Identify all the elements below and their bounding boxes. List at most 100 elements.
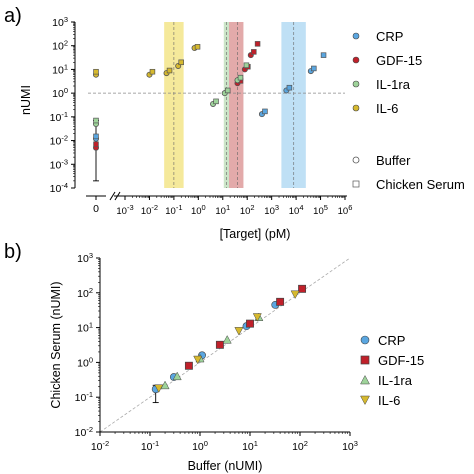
- gdf-15-point: [246, 319, 254, 328]
- panel-b-label: b): [4, 241, 22, 263]
- x-tick-label: 10-2: [91, 439, 109, 453]
- legend-label-il-1ra: IL-1ra: [376, 77, 411, 92]
- y-tick-label: 10-2: [50, 134, 68, 148]
- panel-a-label: a): [4, 5, 22, 27]
- axis-break-mark: [114, 191, 121, 201]
- legend-label-buffer: Buffer: [376, 153, 411, 168]
- x-tick-label: 10-1: [141, 439, 159, 453]
- gdf-15-point: [184, 361, 193, 370]
- panel-a-legend: CRP GDF-15 IL-1ra IL-6 Buffer Chicken Serum: [352, 29, 465, 192]
- panel-a-bands: [164, 22, 306, 188]
- legend-marker-crp: [360, 335, 370, 345]
- legend-label-gdf-15: GDF-15: [376, 53, 422, 68]
- panel-b-y-axis-label: Chicken Serum (nUMI): [49, 281, 63, 408]
- y-tick-label: 100: [52, 86, 68, 100]
- crp-serum-point: [320, 52, 327, 58]
- x-tick-label: 10-3: [116, 203, 133, 217]
- legend-marker-il-6: [360, 395, 370, 406]
- y-tick-label: 10-1: [50, 110, 68, 124]
- x-tick-label: 103: [342, 439, 358, 453]
- x-tick-label: 10-1: [165, 203, 182, 217]
- legend-label-crp: CRP: [376, 29, 403, 44]
- il-6-point: [154, 384, 164, 393]
- y-tick-label: 103: [77, 251, 93, 265]
- panel-b-x-axis-label: Buffer (nUMI): [188, 459, 263, 473]
- y-tick-label: 103: [52, 15, 68, 29]
- panel-a-y-axis-label: nUMI: [19, 85, 33, 115]
- legend-marker-il-1ra: [360, 374, 370, 385]
- legend-marker-gdf-15: [360, 355, 370, 365]
- x-tick-label: 101: [242, 439, 258, 453]
- x-tick-label: 100: [191, 203, 206, 217]
- il-6-serum-point: [194, 44, 201, 50]
- panel-b-chart: 10-2 10-1 100 101 102 103 10-2 10-1 100 101 102 103…: [49, 251, 424, 473]
- x-tick-label: 104: [289, 203, 304, 217]
- il-6-point: [290, 290, 300, 300]
- il-6-point: [193, 355, 203, 365]
- crp-serum-point: [262, 108, 268, 115]
- il-1ra-serum-point: [243, 62, 250, 69]
- legend-label-crp: CRP: [378, 333, 405, 348]
- il-6-serum-point: [149, 68, 156, 75]
- gdf-15-point: [215, 340, 224, 349]
- x-tick-label: 10-2: [141, 203, 158, 217]
- x-tick-label: 103: [264, 203, 279, 217]
- y-tick-label: 10-2: [75, 425, 93, 439]
- gdf-15-serum-zero-point: [93, 141, 99, 147]
- gdf-15-point: [298, 284, 307, 293]
- legend-label-il-1ra: IL-1ra: [378, 373, 413, 388]
- legend-label-il-6: IL-6: [376, 101, 398, 116]
- legend-marker-chicken-serum: [352, 180, 360, 188]
- y-tick-label: 101: [52, 62, 68, 76]
- il-6-serum-point: [166, 67, 173, 74]
- il-1ra-serum-point: [213, 98, 219, 105]
- panel-a-points: [93, 41, 327, 182]
- panel-b-axes: 10-2 10-1 100 101 102 103 10-2 10-1 100 101 102 103: [75, 251, 358, 453]
- panel-b-points: [151, 284, 307, 404]
- crp-serum-point: [311, 65, 317, 72]
- legend-marker-buffer: [352, 156, 360, 164]
- x-tick-label: 102: [240, 203, 255, 217]
- x-tick-label: 105: [313, 203, 328, 217]
- x-tick-label: 100: [192, 439, 208, 453]
- axis-break-mark: [109, 191, 116, 201]
- x-tick-label: 102: [292, 439, 308, 453]
- il-6-serum-zero-point: [93, 68, 99, 75]
- panel-a-x-axis-label: [Target] (pM): [220, 227, 291, 241]
- il-6-point: [234, 327, 244, 336]
- gdf-15-serum-point: [251, 49, 257, 55]
- identity-line: [99, 257, 351, 433]
- gdf-15-point: [276, 297, 285, 306]
- x-tick-label: 106: [338, 203, 353, 217]
- y-tick-label: 100: [77, 355, 93, 369]
- y-tick-label: 102: [77, 286, 93, 300]
- crp-serum-zero-point: [93, 133, 99, 140]
- il-6-serum-point: [178, 59, 184, 66]
- il-1ra-serum-point: [224, 87, 231, 94]
- panel-a-chart: 10-4 10-3 10-2 10-1 100 101 102 103 0 10-3 10-2 10-…: [19, 15, 465, 241]
- il-1ra-serum-zero-point: [93, 117, 99, 124]
- y-tick-label: 102: [52, 39, 68, 53]
- il-1ra-point: [222, 335, 232, 344]
- legend-marker-crp: [352, 32, 360, 40]
- legend-label-gdf-15: GDF-15: [378, 353, 424, 368]
- legend-label-il-6: IL-6: [378, 393, 400, 408]
- il-1ra-serum-point: [237, 74, 244, 81]
- x-tick-label: 101: [215, 203, 230, 217]
- y-tick-label: 10-4: [50, 181, 68, 195]
- legend-label-chicken-serum: Chicken Serum: [376, 177, 465, 192]
- legend-marker-il-6: [352, 104, 360, 112]
- gdf-15-serum-point: [254, 41, 261, 47]
- y-tick-label: 101: [77, 321, 93, 335]
- il-1ra-point: [172, 371, 182, 381]
- panel-a-axes: 10-4 10-3 10-2 10-1 100 101 102 103 0 10-3 10-2 10-…: [50, 15, 353, 217]
- legend-marker-il-1ra: [352, 80, 360, 88]
- panel-b-legend: CRP GDF-15 IL-1ra IL-6: [360, 333, 424, 408]
- x-tick-label-zero: 0: [93, 203, 99, 215]
- band-gdf-15: [229, 22, 244, 188]
- crp-serum-point: [286, 84, 293, 91]
- legend-marker-gdf-15: [352, 56, 360, 64]
- band-il-1ra: [223, 22, 230, 188]
- il-6-point: [252, 313, 262, 322]
